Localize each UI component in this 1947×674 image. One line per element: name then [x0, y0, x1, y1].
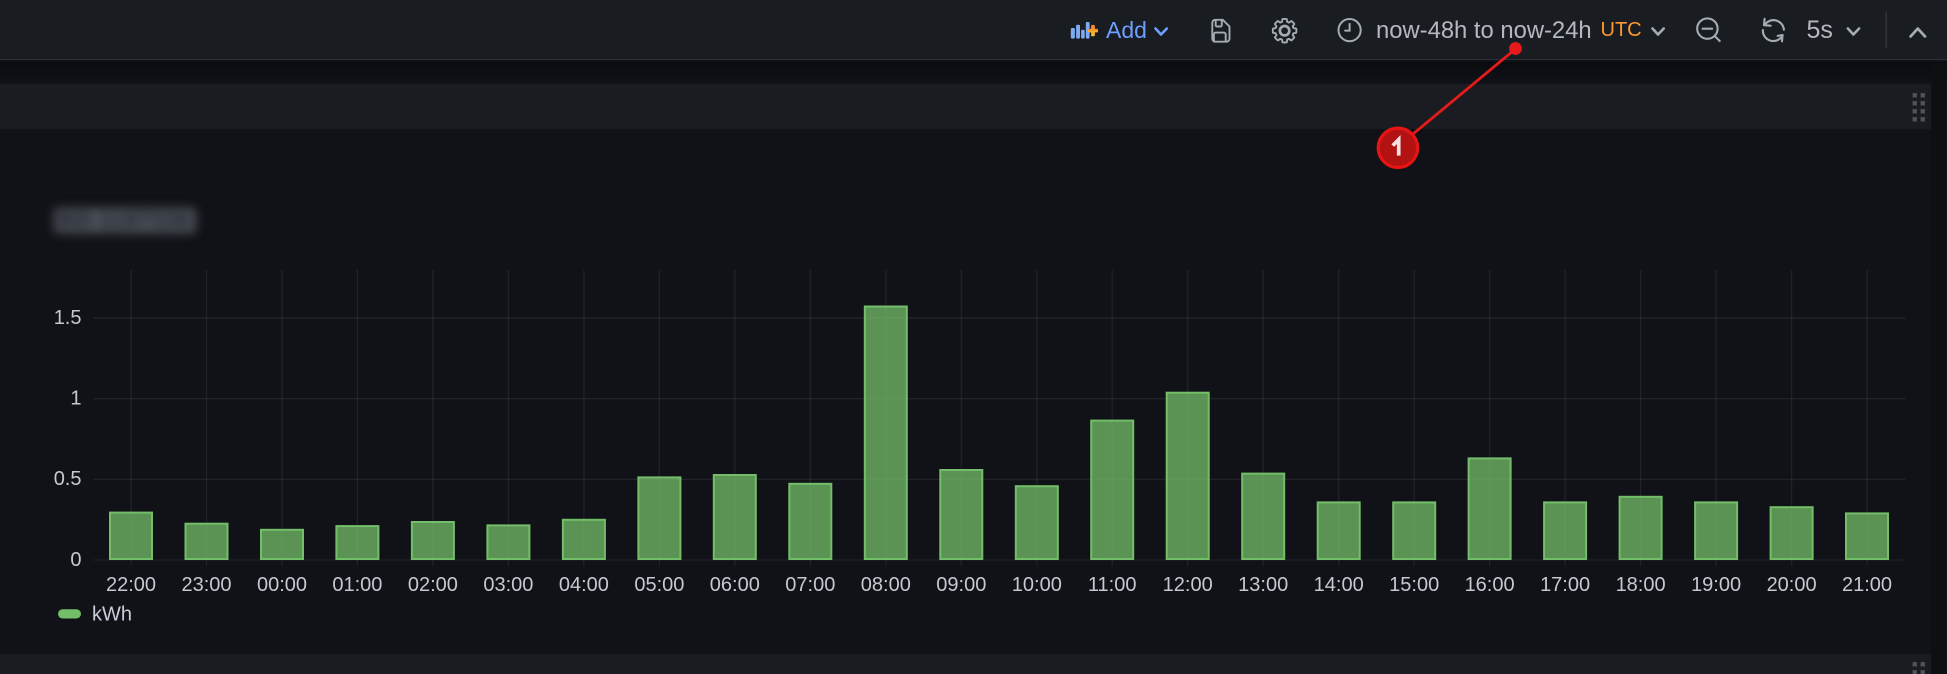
- svg-text:18:00: 18:00: [1616, 574, 1666, 596]
- svg-text:12:00: 12:00: [1163, 574, 1213, 596]
- svg-text:17:00: 17:00: [1540, 574, 1590, 596]
- svg-text:19:00: 19:00: [1691, 574, 1741, 596]
- svg-text:kWh: kWh: [92, 604, 132, 626]
- svg-text:05:00: 05:00: [634, 574, 684, 596]
- svg-text:13:00: 13:00: [1238, 574, 1288, 596]
- svg-text:23:00: 23:00: [181, 574, 231, 596]
- svg-text:06:00: 06:00: [710, 574, 760, 596]
- svg-text:11:00: 11:00: [1088, 574, 1137, 596]
- svg-text:08:00: 08:00: [861, 574, 911, 596]
- svg-text:0: 0: [70, 549, 81, 571]
- svg-text:22:00: 22:00: [106, 574, 156, 596]
- svg-text:21:00: 21:00: [1842, 574, 1892, 596]
- svg-text:03:00: 03:00: [483, 574, 533, 596]
- svg-text:07:00: 07:00: [785, 574, 835, 596]
- svg-text:02:00: 02:00: [408, 574, 458, 596]
- svg-text:00:00: 00:00: [257, 574, 307, 596]
- svg-text:09:00: 09:00: [936, 574, 986, 596]
- svg-text:10:00: 10:00: [1012, 574, 1062, 596]
- svg-text:0.5: 0.5: [54, 468, 82, 490]
- svg-text:14:00: 14:00: [1314, 574, 1364, 596]
- svg-text:01:00: 01:00: [332, 574, 382, 596]
- svg-text:04:00: 04:00: [559, 574, 609, 596]
- svg-text:20:00: 20:00: [1767, 574, 1817, 596]
- svg-text:16:00: 16:00: [1465, 574, 1515, 596]
- svg-text:1: 1: [70, 388, 81, 410]
- svg-text:15:00: 15:00: [1389, 574, 1439, 596]
- svg-text:1.5: 1.5: [54, 307, 82, 329]
